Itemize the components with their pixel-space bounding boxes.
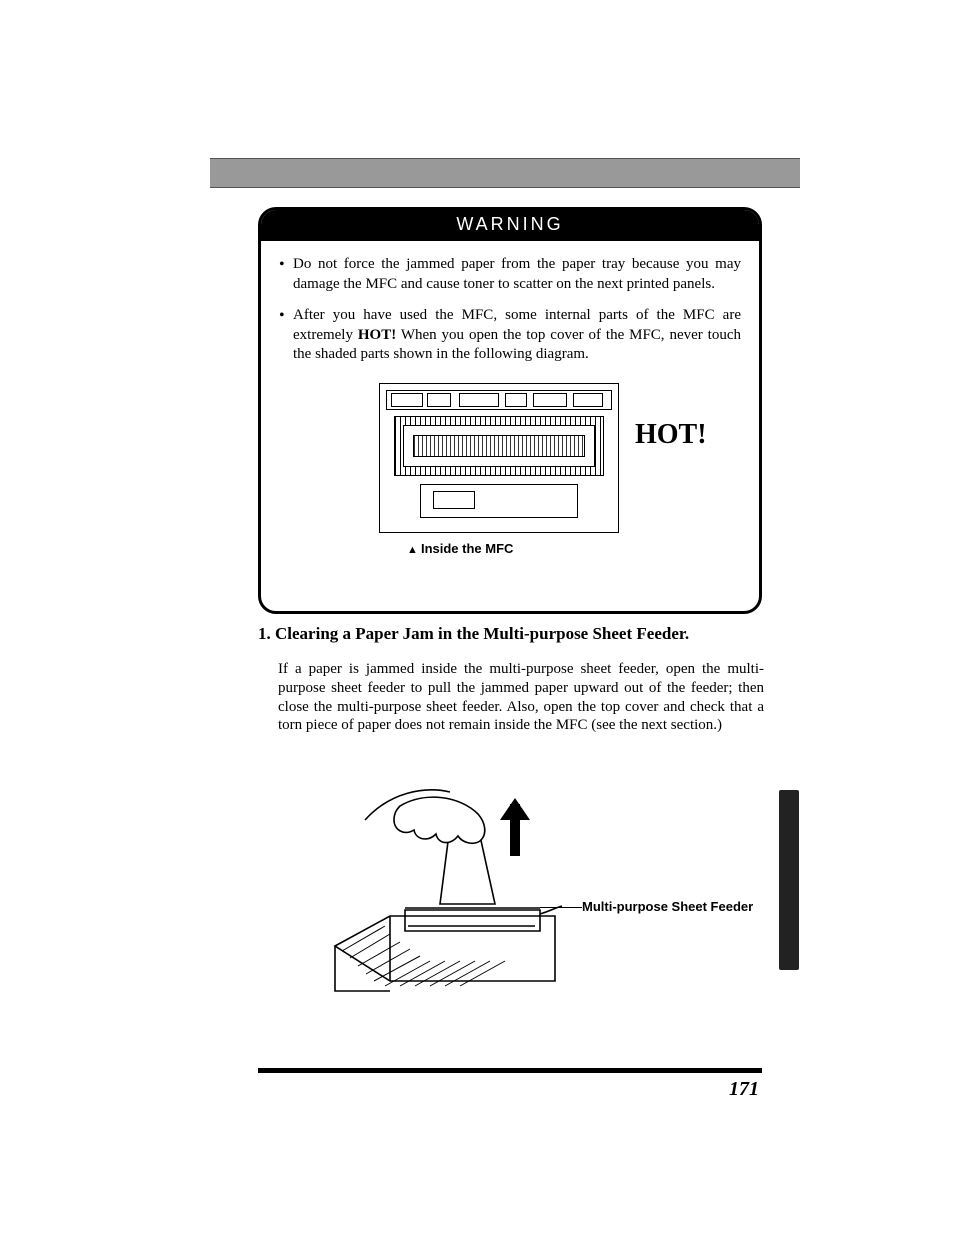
feeder-label-leader bbox=[540, 907, 582, 908]
diagram-caption: Inside the MFC bbox=[407, 541, 513, 558]
section-number: 1. bbox=[258, 624, 271, 643]
manual-page: WARNING Do not force the jammed paper fr… bbox=[0, 0, 954, 1235]
warning-bullet-2: After you have used the MFC, some intern… bbox=[279, 306, 741, 365]
header-texture-band bbox=[210, 158, 800, 188]
warning-diagram-area: HOT! Inside the MFC bbox=[279, 381, 741, 591]
warning-box: WARNING Do not force the jammed paper fr… bbox=[258, 207, 762, 614]
warning-title: WARNING bbox=[261, 210, 759, 241]
feeder-label: Multi-purpose Sheet Feeder bbox=[582, 899, 753, 914]
section-body-text: If a paper is jammed inside the multi-pu… bbox=[278, 660, 764, 735]
section-title: Clearing a Paper Jam in the Multi-purpos… bbox=[275, 624, 689, 643]
warning-body: Do not force the jammed paper from the p… bbox=[261, 241, 759, 611]
feeder-illustration bbox=[330, 786, 580, 1006]
page-number: 171 bbox=[729, 1078, 759, 1101]
hot-inline: HOT! bbox=[358, 327, 396, 343]
section-heading: 1. Clearing a Paper Jam in the Multi-pur… bbox=[258, 624, 689, 644]
warning-bullet-1: Do not force the jammed paper from the p… bbox=[279, 255, 741, 294]
thumb-tab bbox=[779, 790, 799, 970]
hot-callout: HOT! bbox=[635, 417, 707, 453]
footer-rule bbox=[258, 1068, 762, 1073]
mfc-internal-diagram bbox=[379, 383, 619, 533]
